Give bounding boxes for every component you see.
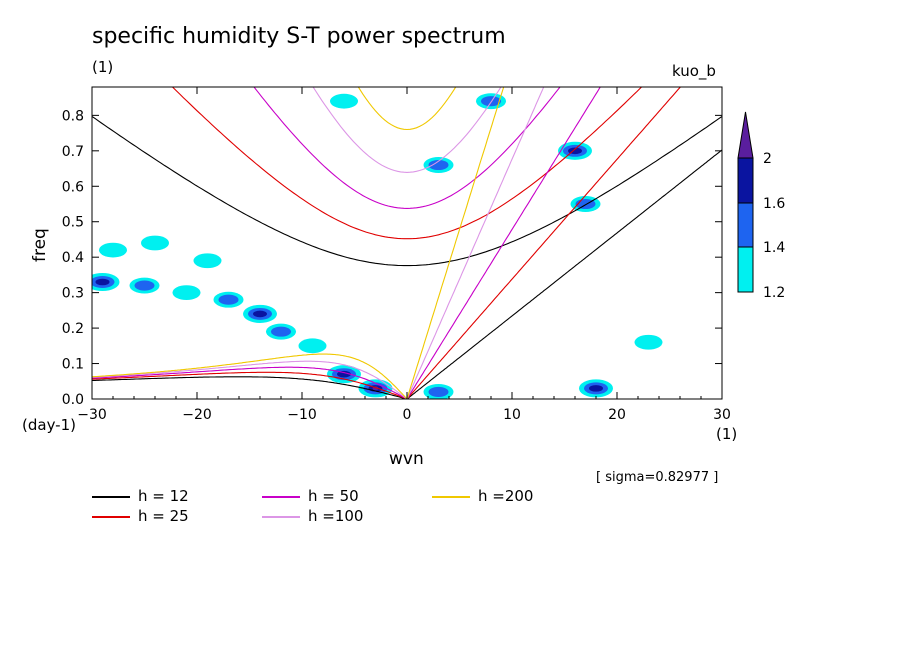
- y-unit-label: (day-1): [22, 416, 76, 434]
- series-25-rossby-curve: [92, 371, 408, 399]
- x-tick-label-1: −20: [182, 407, 212, 423]
- series-100-rossby-curve: [92, 360, 408, 399]
- series-200-rossby-curve: [92, 353, 408, 399]
- contour-region-inner-1: [95, 278, 110, 286]
- contour-region-mid-14: [428, 159, 449, 171]
- legend-h50: h = 50: [262, 487, 359, 505]
- contour-region-outer-18: [141, 235, 169, 251]
- series-50-rossby-curve: [92, 366, 408, 399]
- y-tick-label-4: 0.4: [62, 250, 84, 266]
- plot-area: [92, 87, 722, 399]
- x-unit-label: (1): [716, 425, 738, 443]
- colorbar-segment-2: [737, 157, 754, 204]
- contour-region-mid-2: [134, 280, 155, 291]
- series-200-kelvin-curve: [406, 87, 505, 399]
- contour-region-inner-8: [337, 370, 351, 378]
- x-tick-label-0: −30: [77, 407, 107, 423]
- colorbar-label-3: 2: [763, 151, 772, 167]
- y-tick-label-2: 0.2: [62, 321, 84, 337]
- legend-h100: h =100: [262, 507, 363, 525]
- series-50-gravity-curve: [253, 87, 561, 209]
- series-200-gravity-curve: [357, 87, 457, 131]
- x-tick-label-2: −10: [287, 407, 317, 423]
- sigma-note: [ sigma=0.82977 ]: [596, 470, 719, 485]
- y-axis-label: freq: [30, 228, 50, 262]
- x-tick-label-5: 20: [608, 407, 626, 423]
- contour-region-mid-16: [481, 96, 501, 107]
- series-12-gravity-curve: [92, 115, 722, 267]
- y-tick-label-3: 0.3: [62, 286, 84, 302]
- x-tick-label-4: 10: [503, 407, 521, 423]
- contour-region-outer-17: [193, 253, 222, 269]
- y-tick-label-1: 0.1: [62, 357, 84, 373]
- x-tick-label-3: 0: [403, 407, 412, 423]
- contour-region-inner-11: [589, 385, 603, 392]
- chart-subtitle-right: kuo_b: [672, 62, 716, 80]
- colorbar-segment-1: [737, 202, 754, 248]
- y-tick-label-8: 0.8: [62, 108, 84, 124]
- contour-region-inner-5: [253, 310, 267, 318]
- y-tick-label-5: 0.5: [62, 215, 84, 231]
- series-25-gravity-curve: [171, 87, 643, 240]
- legend-h12: h = 12: [92, 487, 189, 505]
- contour-region-mid-4: [218, 294, 239, 305]
- x-axis-label: wvn: [389, 449, 424, 469]
- series-100-gravity-curve: [312, 87, 502, 173]
- colorbar-label-0: 1.2: [763, 285, 785, 301]
- series-100-kelvin-curve: [406, 87, 545, 399]
- colorbar-segment-0: [737, 246, 754, 293]
- contour-region-outer-7: [298, 338, 327, 354]
- series-12-rossby-curve: [92, 376, 408, 399]
- chart-title: specific humidity S-T power spectrum: [92, 24, 506, 49]
- contour-region-outer-15: [330, 93, 358, 109]
- series-50-kelvin-curve: [406, 87, 601, 399]
- x-tick-label-6: 30: [713, 407, 731, 423]
- contour-region-outer-0: [99, 242, 127, 258]
- y-tick-label-7: 0.7: [62, 144, 84, 160]
- colorbar-triangle: [737, 111, 754, 159]
- chart-subtitle-left: (1): [92, 58, 114, 76]
- y-tick-label-6: 0.6: [62, 179, 84, 195]
- series-25-kelvin-curve: [406, 87, 682, 399]
- contour-region-outer-19: [634, 334, 663, 350]
- contour-region-mid-10: [428, 386, 449, 397]
- series-12-kelvin-curve: [406, 149, 722, 399]
- legend-h200: h =200: [432, 487, 533, 505]
- y-tick-label-0: 0.0: [62, 392, 84, 408]
- contour-region-outer-3: [172, 285, 201, 301]
- colorbar-label-2: 1.6: [763, 196, 785, 212]
- legend-h25: h = 25: [92, 507, 189, 525]
- contour-region-mid-6: [271, 326, 291, 337]
- plot-frame: [91, 86, 723, 400]
- colorbar-label-1: 1.4: [763, 240, 785, 256]
